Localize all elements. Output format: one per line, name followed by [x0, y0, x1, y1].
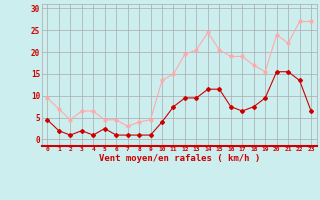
X-axis label: Vent moyen/en rafales ( km/h ): Vent moyen/en rafales ( km/h )	[99, 154, 260, 163]
